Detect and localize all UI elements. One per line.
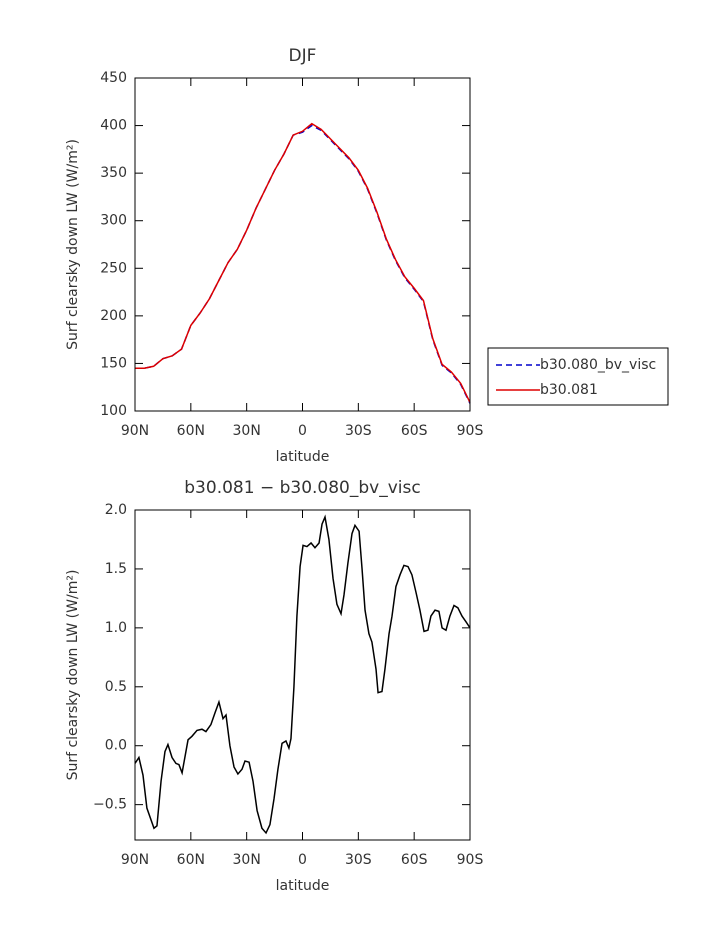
y-tick-label: 1.5 [105, 561, 127, 577]
chart-title: DJF [289, 46, 317, 66]
chart-title: b30.081 − b30.080_bv_visc [184, 478, 420, 498]
y-tick-label: 1.0 [105, 620, 127, 636]
x-tick-label: 90N [121, 852, 149, 868]
x-tick-label: 60N [177, 423, 205, 439]
y-tick-label: 350 [100, 165, 127, 181]
x-axis-label: latitude [276, 878, 330, 894]
x-tick-label: 30N [233, 852, 261, 868]
x-axis-label: latitude [276, 449, 330, 465]
legend-label: b30.081 [540, 382, 598, 398]
x-tick-label: 60N [177, 852, 205, 868]
data-line [135, 122, 471, 403]
plot-frame [134, 77, 471, 412]
plot-frame [134, 509, 471, 841]
y-axis-label: Surf clearsky down LW (W/m²) [65, 570, 81, 781]
y-tick-label: 0.5 [105, 679, 127, 695]
x-tick-label: 0 [298, 423, 307, 439]
x-tick-label: 90S [457, 852, 484, 868]
x-tick-label: 30S [345, 852, 372, 868]
data-line [135, 124, 471, 404]
y-tick-label: 0.0 [105, 738, 127, 754]
legend-label: b30.080_bv_visc [540, 357, 656, 373]
y-tick-label: 150 [100, 355, 127, 371]
x-tick-label: 60S [401, 852, 428, 868]
y-tick-label: 200 [100, 308, 127, 324]
y-tick-label: 100 [100, 403, 127, 419]
x-tick-label: 0 [298, 852, 307, 868]
legend-box [487, 347, 669, 406]
data-line [134, 514, 471, 835]
y-tick-label: 250 [100, 260, 127, 276]
y-tick-label: 300 [100, 213, 127, 229]
y-axis-label: Surf clearsky down LW (W/m²) [65, 139, 81, 350]
y-tick-label: 450 [100, 70, 127, 86]
y-tick-label: 400 [100, 118, 127, 134]
x-tick-label: 90N [121, 423, 149, 439]
y-tick-label: −0.5 [93, 797, 127, 813]
x-tick-label: 60S [401, 423, 428, 439]
x-tick-label: 30S [345, 423, 372, 439]
y-tick-label: 2.0 [105, 502, 127, 518]
x-tick-label: 30N [233, 423, 261, 439]
x-tick-label: 90S [457, 423, 484, 439]
